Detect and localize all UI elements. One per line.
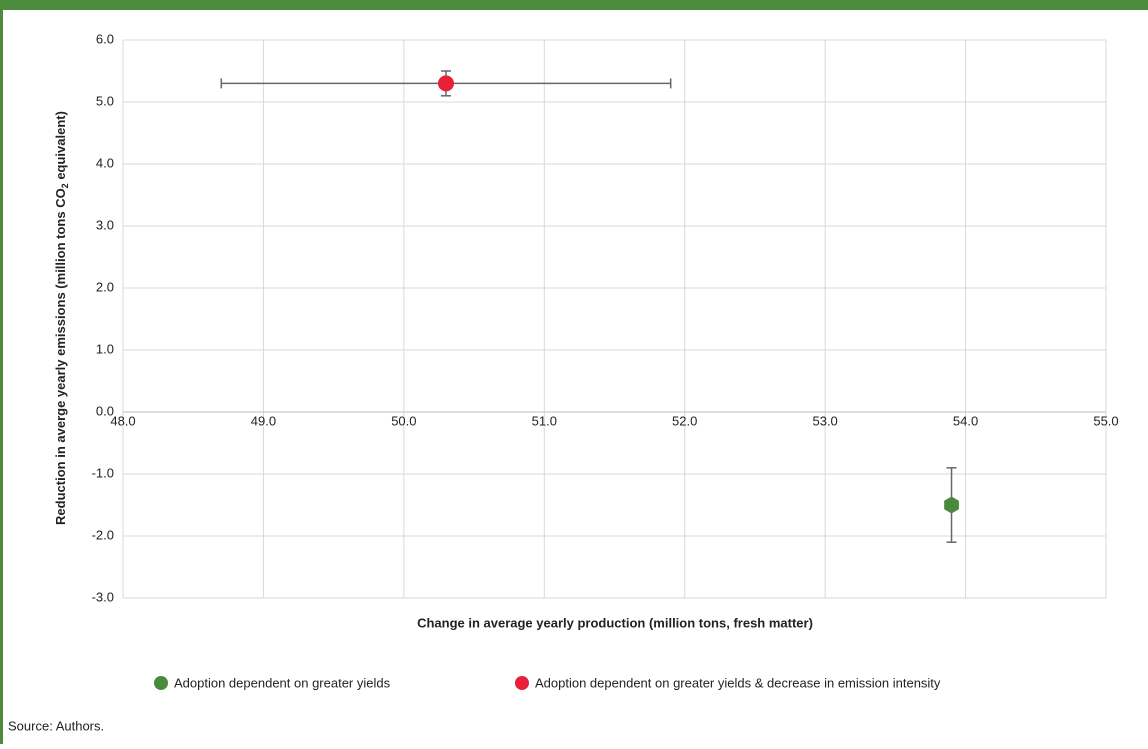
y-label-sub: 2 [60, 183, 70, 188]
y-tick-label: -3.0 [92, 589, 114, 604]
x-tick-label: 53.0 [812, 413, 837, 428]
y-tick-label: -2.0 [92, 527, 114, 542]
legend-swatch [515, 676, 529, 690]
point [944, 496, 959, 514]
point [437, 75, 454, 92]
legend-label: Adoption dependent on greater yields [174, 675, 391, 690]
x-axis-label: Change in average yearly production (mil… [417, 615, 813, 630]
y-tick-label: -1.0 [92, 465, 114, 480]
y-tick-label: 5.0 [96, 93, 114, 108]
x-tick-label: 51.0 [532, 413, 557, 428]
y-tick-label: 3.0 [96, 217, 114, 232]
y-axis-label: Reduction in averge yearly emissions (mi… [53, 111, 70, 525]
y-tick-label: 6.0 [96, 31, 114, 46]
y-label-part: equivalent) [53, 111, 68, 183]
x-tick-label: 55.0 [1093, 413, 1118, 428]
y-label-part: Reduction in averge yearly emissions (mi… [53, 188, 68, 525]
left-border [0, 0, 3, 744]
top-band [0, 0, 1148, 10]
y-tick-label: 4.0 [96, 155, 114, 170]
y-tick-label: 0.0 [96, 403, 114, 418]
legend-label: Adoption dependent on greater yields & d… [535, 675, 941, 690]
x-tick-label: 48.0 [110, 413, 135, 428]
x-tick-label: 52.0 [672, 413, 697, 428]
x-tick-label: 49.0 [251, 413, 276, 428]
source: Source: Authors. [8, 718, 104, 733]
x-tick-label: 50.0 [391, 413, 416, 428]
x-tick-label: 54.0 [953, 413, 978, 428]
y-tick-label: 1.0 [96, 341, 114, 356]
legend-swatch [154, 676, 168, 690]
y-tick-label: 2.0 [96, 279, 114, 294]
